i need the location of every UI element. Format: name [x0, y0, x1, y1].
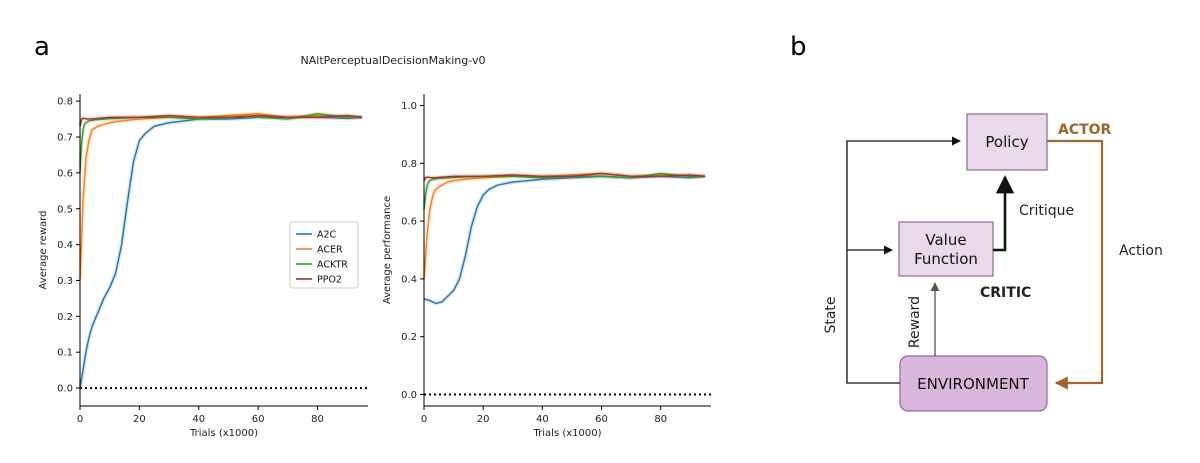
- action-label: Action: [1119, 243, 1163, 259]
- x-axis-label: Trials (x1000): [533, 428, 602, 439]
- x-tick-label: 80: [311, 414, 324, 425]
- x-tick-label: 40: [536, 414, 549, 425]
- series-line-ppo2: [423, 172, 706, 182]
- y-tick-label: 0.2: [401, 332, 417, 343]
- series-band-a2c: [423, 174, 706, 306]
- y-tick-label: 0.1: [57, 348, 73, 359]
- x-tick-label: 60: [595, 414, 608, 425]
- y-tick-label: 0.6: [401, 217, 417, 228]
- panel-a-letter: a: [34, 32, 50, 62]
- legend-label-a2c: A2C: [317, 230, 337, 241]
- y-tick-label: 1.0: [401, 101, 417, 112]
- critique-arrow: [993, 175, 1015, 252]
- x-tick-label: 60: [252, 414, 265, 425]
- legend-box: [289, 221, 359, 289]
- state-label: State: [823, 296, 839, 333]
- x-tick-label: 40: [192, 414, 205, 425]
- y-tick-label: 0.2: [57, 312, 73, 323]
- legend-label-acktr: ACKTR: [317, 260, 348, 271]
- legend: A2C ACER ACKTR PPO2: [289, 221, 359, 289]
- actor-label: ACTOR: [1058, 122, 1112, 138]
- y-tick-label: 0.4: [401, 274, 417, 285]
- reward-label: Reward: [907, 296, 923, 348]
- x-tick-label: 0: [421, 414, 427, 425]
- x-axis-label: Trials (x1000): [189, 428, 258, 439]
- panel-b-letter: b: [790, 32, 807, 62]
- policy-box: [966, 113, 1048, 171]
- series-line-ppo2: [79, 114, 363, 127]
- policy-label: Policy: [985, 133, 1028, 151]
- environment-label: ENVIRONMENT: [917, 375, 1029, 393]
- performance-chart: 0.0 0.2 0.4 0.6 0.8 1.0 0 20 40 60 80 Trials (x1000…: [382, 94, 711, 439]
- action-line: [1047, 139, 1104, 390]
- legend-label-ppo2: PPO2: [317, 275, 342, 286]
- y-tick-label: 0.8: [57, 97, 73, 108]
- series-band-acer: [422, 171, 706, 280]
- series-line-acer: [423, 172, 706, 279]
- critique-label: Critique: [1019, 203, 1074, 219]
- x-tick-label: 20: [477, 414, 490, 425]
- series-line-a2c: [423, 175, 706, 305]
- actor-critic-diagram: Policy Value Function ENVIRONMENT ACTOR …: [823, 113, 1163, 412]
- figure-title: NAltPerceptualDecisionMaking-v0: [301, 54, 486, 67]
- y-tick-label: 0.5: [57, 204, 73, 215]
- y-tick-label: 0.7: [57, 133, 73, 144]
- x-tick-label: 20: [133, 414, 146, 425]
- y-tick-label: 0.0: [57, 384, 73, 395]
- y-tick-label: 0.4: [57, 240, 73, 251]
- y-axis-label: Average performance: [382, 196, 393, 304]
- y-tick-label: 0.0: [401, 390, 417, 401]
- state-line: [846, 136, 961, 384]
- value-function-label-1: Value: [925, 231, 966, 249]
- y-tick-label: 0.6: [57, 168, 73, 179]
- y-axis-label: Average reward: [38, 211, 49, 290]
- reward-chart: 0.0 0.1 0.2 0.3 0.4 0.5 0.6 0.7 0.8 0 20 40 60 80 Tria…: [38, 94, 368, 439]
- x-tick-label: 0: [77, 414, 83, 425]
- critic-label: CRITIC: [980, 285, 1031, 301]
- x-tick-label: 80: [654, 414, 667, 425]
- legend-label-acer: ACER: [317, 245, 343, 256]
- y-tick-label: 0.8: [401, 159, 417, 170]
- value-function-label-2: Function: [914, 250, 978, 268]
- y-tick-label: 0.3: [57, 276, 73, 287]
